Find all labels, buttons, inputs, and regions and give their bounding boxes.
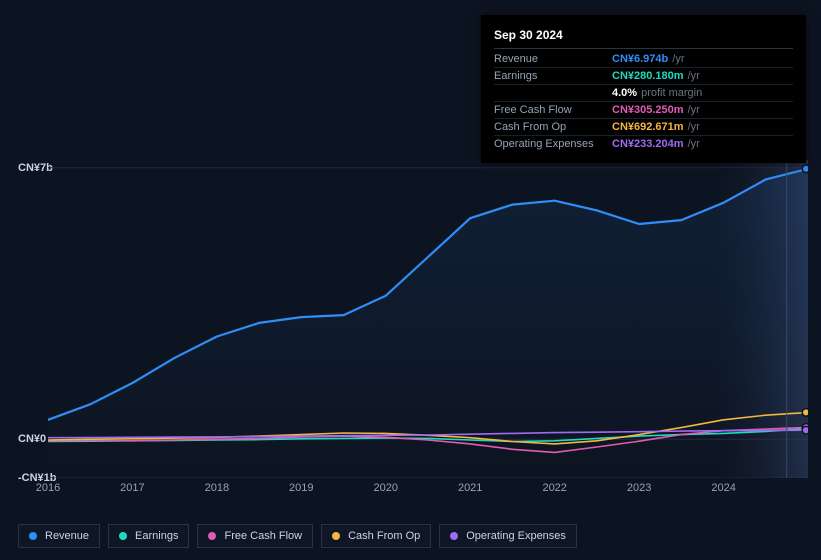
- tooltip-row: Free Cash FlowCN¥305.250m/yr: [494, 102, 793, 119]
- x-tick: 2020: [374, 482, 398, 494]
- tooltip-row-suffix: /yr: [688, 138, 700, 150]
- plot-svg: [48, 160, 808, 478]
- tooltip-row: Operating ExpensesCN¥233.204m/yr: [494, 136, 793, 152]
- tooltip-row: EarningsCN¥280.180m/yr: [494, 68, 793, 85]
- legend-item-earnings[interactable]: Earnings: [108, 524, 189, 548]
- endpoint-cashop: [802, 409, 808, 417]
- legend-item-free-cash-flow[interactable]: Free Cash Flow: [197, 524, 313, 548]
- tooltip-row-suffix: /yr: [688, 104, 700, 116]
- x-tick: 2017: [120, 482, 144, 494]
- legend-item-operating-expenses[interactable]: Operating Expenses: [439, 524, 577, 548]
- tooltip-row-suffix: /yr: [672, 53, 684, 65]
- tooltip-row-label: Earnings: [494, 70, 612, 82]
- legend-label: Cash From Op: [348, 530, 420, 542]
- tooltip-row: Cash From OpCN¥692.671m/yr: [494, 119, 793, 136]
- tooltip-row-label: Cash From Op: [494, 121, 612, 133]
- tooltip-row-value: 4.0%: [612, 87, 637, 99]
- x-tick: 2016: [36, 482, 60, 494]
- legend-item-revenue[interactable]: Revenue: [18, 524, 100, 548]
- tooltip-row-value: CN¥305.250m: [612, 104, 684, 116]
- tooltip-row-suffix: /yr: [688, 121, 700, 133]
- x-tick: 2023: [627, 482, 651, 494]
- tooltip-row-suffix: profit margin: [641, 87, 702, 99]
- legend-label: Earnings: [135, 530, 178, 542]
- tooltip-row-label: Revenue: [494, 53, 612, 65]
- x-tick: 2024: [711, 482, 735, 494]
- legend-label: Revenue: [45, 530, 89, 542]
- tooltip-row-suffix: /yr: [688, 70, 700, 82]
- tooltip-row: 4.0% profit margin: [494, 85, 793, 102]
- chart-area: CN¥7bCN¥0-CN¥1b2016201720182019202020212…: [18, 160, 808, 478]
- legend: Revenue Earnings Free Cash Flow Cash From O…: [18, 524, 577, 548]
- legend-swatch: [208, 532, 216, 540]
- tooltip-panel: Sep 30 2024RevenueCN¥6.974b/yrEarningsCN…: [481, 15, 806, 163]
- legend-swatch: [450, 532, 458, 540]
- chart-container: CN¥7bCN¥0-CN¥1b2016201720182019202020212…: [0, 0, 821, 560]
- legend-swatch: [332, 532, 340, 540]
- endpoint-revenue: [802, 165, 808, 173]
- x-axis: 201620172018201920202021202220232024: [48, 478, 808, 500]
- endpoint-opex: [802, 426, 808, 434]
- tooltip-row-value: CN¥280.180m: [612, 70, 684, 82]
- tooltip-row-value: CN¥692.671m: [612, 121, 684, 133]
- legend-swatch: [119, 532, 127, 540]
- x-tick: 2022: [542, 482, 566, 494]
- x-tick: 2021: [458, 482, 482, 494]
- tooltip-row-value: CN¥233.204m: [612, 138, 684, 150]
- y-axis-label: CN¥0: [18, 433, 46, 445]
- x-tick: 2018: [205, 482, 229, 494]
- legend-swatch: [29, 532, 37, 540]
- legend-label: Free Cash Flow: [224, 530, 302, 542]
- legend-label: Operating Expenses: [466, 530, 566, 542]
- legend-item-cash-from-op[interactable]: Cash From Op: [321, 524, 431, 548]
- tooltip-row-label: Free Cash Flow: [494, 104, 612, 116]
- tooltip-row: RevenueCN¥6.974b/yr: [494, 51, 793, 68]
- tooltip-date: Sep 30 2024: [494, 24, 793, 49]
- x-tick: 2019: [289, 482, 313, 494]
- tooltip-row-label: Operating Expenses: [494, 138, 612, 150]
- tooltip-row-value: CN¥6.974b: [612, 53, 668, 65]
